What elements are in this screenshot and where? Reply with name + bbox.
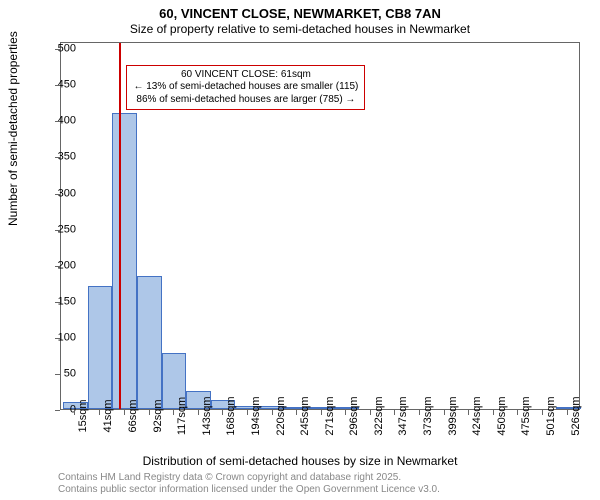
- x-tick-mark: [493, 410, 494, 415]
- annotation-line-1: 60 VINCENT CLOSE: 61sqm: [133, 69, 358, 82]
- x-tick-mark: [74, 410, 75, 415]
- x-tick-label: 220sqm: [276, 396, 287, 435]
- y-tick-mark: [55, 85, 60, 86]
- x-tick-label: 271sqm: [325, 396, 336, 435]
- chart-subtitle: Size of property relative to semi-detach…: [0, 21, 600, 36]
- chart-title: 60, VINCENT CLOSE, NEWMARKET, CB8 7AN: [0, 0, 600, 21]
- x-tick-label: 450sqm: [497, 396, 508, 435]
- x-tick-label: 66sqm: [128, 399, 139, 432]
- x-tick-mark: [394, 410, 395, 415]
- x-tick-label: 92sqm: [153, 399, 164, 432]
- y-tick-mark: [55, 410, 60, 411]
- x-tick-mark: [296, 410, 297, 415]
- histogram-bar: [112, 113, 137, 409]
- x-tick-mark: [272, 410, 273, 415]
- plot-area: 60 VINCENT CLOSE: 61sqm ← 13% of semi-de…: [60, 42, 580, 410]
- x-axis-label: Distribution of semi-detached houses by …: [0, 454, 600, 468]
- x-tick-mark: [517, 410, 518, 415]
- x-tick-label: 373sqm: [423, 396, 434, 435]
- x-tick-label: 501sqm: [546, 396, 557, 435]
- x-tick-label: 296sqm: [349, 396, 360, 435]
- x-tick-mark: [173, 410, 174, 415]
- x-tick-label: 194sqm: [251, 396, 262, 435]
- x-tick-label: 424sqm: [472, 396, 483, 435]
- y-tick-mark: [55, 374, 60, 375]
- x-tick-mark: [567, 410, 568, 415]
- histogram-bar: [137, 276, 162, 409]
- x-tick-label: 143sqm: [202, 396, 213, 435]
- y-tick-mark: [55, 194, 60, 195]
- y-tick-mark: [55, 121, 60, 122]
- x-tick-label: 41sqm: [103, 399, 114, 432]
- x-tick-label: 168sqm: [226, 396, 237, 435]
- x-tick-label: 322sqm: [374, 396, 385, 435]
- x-tick-label: 245sqm: [300, 396, 311, 435]
- histogram-bar: [88, 286, 112, 409]
- x-tick-mark: [99, 410, 100, 415]
- annotation-line-3: 86% of semi-detached houses are larger (…: [133, 94, 358, 107]
- x-tick-label: 399sqm: [448, 396, 459, 435]
- y-tick-mark: [55, 157, 60, 158]
- x-tick-mark: [198, 410, 199, 415]
- x-tick-mark: [419, 410, 420, 415]
- x-tick-mark: [124, 410, 125, 415]
- y-tick-mark: [55, 230, 60, 231]
- x-tick-mark: [345, 410, 346, 415]
- x-tick-label: 117sqm: [177, 397, 188, 435]
- x-tick-mark: [468, 410, 469, 415]
- annotation-box: 60 VINCENT CLOSE: 61sqm ← 13% of semi-de…: [126, 65, 365, 111]
- x-tick-mark: [149, 410, 150, 415]
- x-tick-mark: [370, 410, 371, 415]
- y-tick-mark: [55, 266, 60, 267]
- footnote-1: Contains HM Land Registry data © Crown c…: [58, 472, 401, 483]
- chart-container: 60, VINCENT CLOSE, NEWMARKET, CB8 7AN Si…: [0, 0, 600, 500]
- y-tick-mark: [55, 338, 60, 339]
- y-tick-mark: [55, 302, 60, 303]
- footnote-2: Contains public sector information licen…: [58, 484, 440, 495]
- x-tick-mark: [542, 410, 543, 415]
- x-tick-mark: [321, 410, 322, 415]
- x-tick-label: 475sqm: [521, 396, 532, 435]
- x-tick-mark: [222, 410, 223, 415]
- annotation-line-2: ← 13% of semi-detached houses are smalle…: [133, 81, 358, 94]
- y-axis-label: Number of semi-detached properties: [6, 31, 20, 226]
- reference-line: [119, 43, 121, 409]
- x-tick-label: 15sqm: [78, 399, 89, 432]
- x-tick-label: 347sqm: [398, 396, 409, 435]
- x-tick-mark: [247, 410, 248, 415]
- x-tick-label: 526sqm: [571, 396, 582, 435]
- x-tick-mark: [444, 410, 445, 415]
- y-tick-mark: [55, 49, 60, 50]
